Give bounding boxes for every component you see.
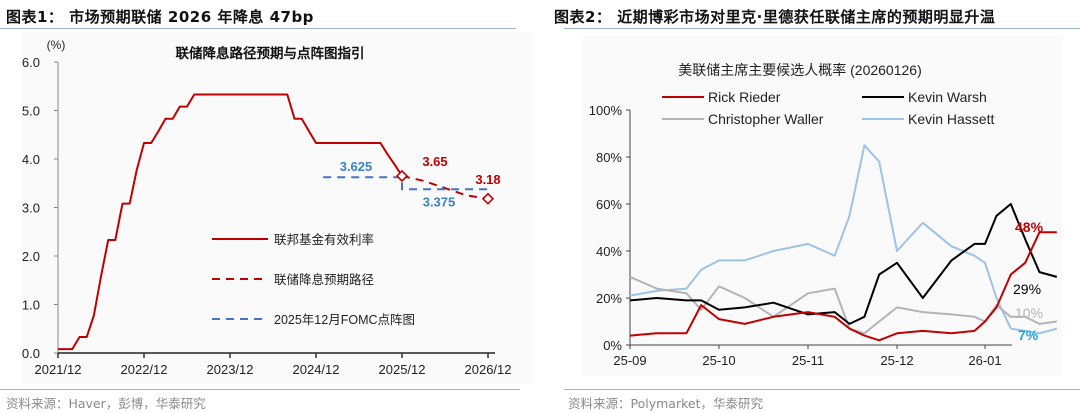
source-divider: [0, 389, 520, 390]
value-annotation: 3.18: [475, 172, 500, 187]
figure-1-title: 图表1： 市场预期联储 2026 年降息 47bp: [6, 8, 314, 26]
diamond-marker: [481, 192, 495, 205]
x-tick-label: 2021/12: [35, 362, 82, 377]
value-annotation: 3.625: [340, 159, 373, 174]
series-rick-rieder: [629, 231, 1057, 342]
y-tick-label: 60%: [596, 197, 622, 212]
x-tick-label: 26-01: [968, 353, 1001, 368]
source-divider: [564, 389, 1080, 390]
end-value-label: 29%: [1013, 281, 1041, 297]
x-tick-label: 2023/12: [207, 362, 254, 377]
legend-label: 联邦基金有效利率: [274, 232, 374, 247]
value-annotation: 3.65: [422, 154, 447, 169]
value-annotation: 3.375: [423, 194, 456, 209]
figure-2-panel: 图表2： 近期博彩市场对里克·里德获任联储主席的预期明显升温 0% 20% 40% 6…: [552, 0, 1080, 413]
y-tick-label: 5.0: [22, 104, 40, 119]
y-tick-label: 20%: [596, 291, 622, 306]
chart-2-title: 美联储主席主要候选人概率 (20260126): [678, 62, 922, 78]
series-kevin-warsh: [629, 203, 1058, 325]
figure-2-title: 图表2： 近期博彩市场对里克·里德获任联储主席的预期明显升温: [554, 8, 996, 26]
x-tick-label: 2024/12: [293, 362, 340, 377]
chart-1-svg: 0.0 1.0 2.0 3.0 4.0 5.0 6.0 2021/12 2022/12 2023/…: [22, 38, 512, 377]
series-christopher-waller: [629, 275, 1057, 335]
x-tick-label: 2025/12: [379, 362, 426, 377]
y-tick-label: 0.0: [22, 346, 40, 361]
x-tick-label: 25-11: [792, 353, 824, 368]
figure-1-panel: 图表1： 市场预期联储 2026 年降息 47bp 0.0 1.0 2.0 3.0 4.…: [0, 0, 532, 413]
y-tick-label: 100%: [589, 103, 623, 118]
chart-1-background: [22, 32, 532, 384]
title-divider: [0, 28, 516, 29]
y-axis-unit: (%): [47, 38, 66, 52]
x-tick-label: 25-09: [613, 353, 646, 368]
series-2: [323, 176, 488, 191]
x-tick-label: 25-12: [880, 353, 913, 368]
legend-label: Kevin Warsh: [908, 89, 987, 105]
x-tick-label: 2026/12: [465, 362, 512, 377]
y-tick-label: 6.0: [22, 55, 40, 70]
y-tick-label: 1.0: [22, 298, 40, 313]
end-value-label: 10%: [1015, 305, 1043, 321]
chart-1-series: [58, 93, 495, 351]
chart-2-svg: 0% 20% 40% 60% 80% 100% 25-09 25-10 25-11 25-12 26…: [589, 62, 1058, 368]
legend-label: 2025年12月FOMC点阵图: [274, 313, 415, 327]
end-value-label: 7%: [1018, 327, 1039, 343]
figure-2-source: 资料来源：Polymarket，华泰研究: [568, 396, 763, 411]
y-tick-label: 2.0: [22, 249, 40, 264]
y-tick-label: 80%: [596, 150, 622, 165]
chart-2-series: [629, 144, 1058, 342]
end-value-label: 48%: [1015, 219, 1044, 235]
x-tick-label: 25-10: [702, 353, 735, 368]
chart-2-labels: 0% 20% 40% 60% 80% 100% 25-09 25-10 25-11 25-12 26…: [589, 62, 1044, 368]
series-0: [58, 93, 403, 351]
figure-1-source: 资料来源：Haver，彭博，华泰研究: [6, 396, 206, 411]
chart-1-axes: [54, 61, 495, 358]
chart-2-axes: [626, 109, 1012, 349]
series-kevin-hassett: [629, 144, 1058, 335]
chart-1-title: 联储降息路径预期与点阵图指引: [176, 45, 365, 61]
y-tick-label: 4.0: [22, 152, 40, 167]
chart-1-labels: 0.0 1.0 2.0 3.0 4.0 5.0 6.0 2021/12 2022/12 2023/…: [22, 38, 512, 377]
legend-label: Kevin Hassett: [908, 111, 994, 127]
y-tick-label: 0%: [603, 338, 622, 353]
x-tick-label: 2022/12: [121, 362, 168, 377]
y-tick-label: 40%: [596, 244, 622, 259]
legend-label: 联储降息预期路径: [274, 272, 374, 287]
y-tick-label: 3.0: [22, 201, 40, 216]
series-1: [401, 175, 489, 200]
diamond-marker: [395, 169, 409, 183]
legend-label: Christopher Waller: [708, 111, 824, 127]
title-divider: [564, 28, 1080, 29]
legend-label: Rick Rieder: [708, 89, 781, 105]
